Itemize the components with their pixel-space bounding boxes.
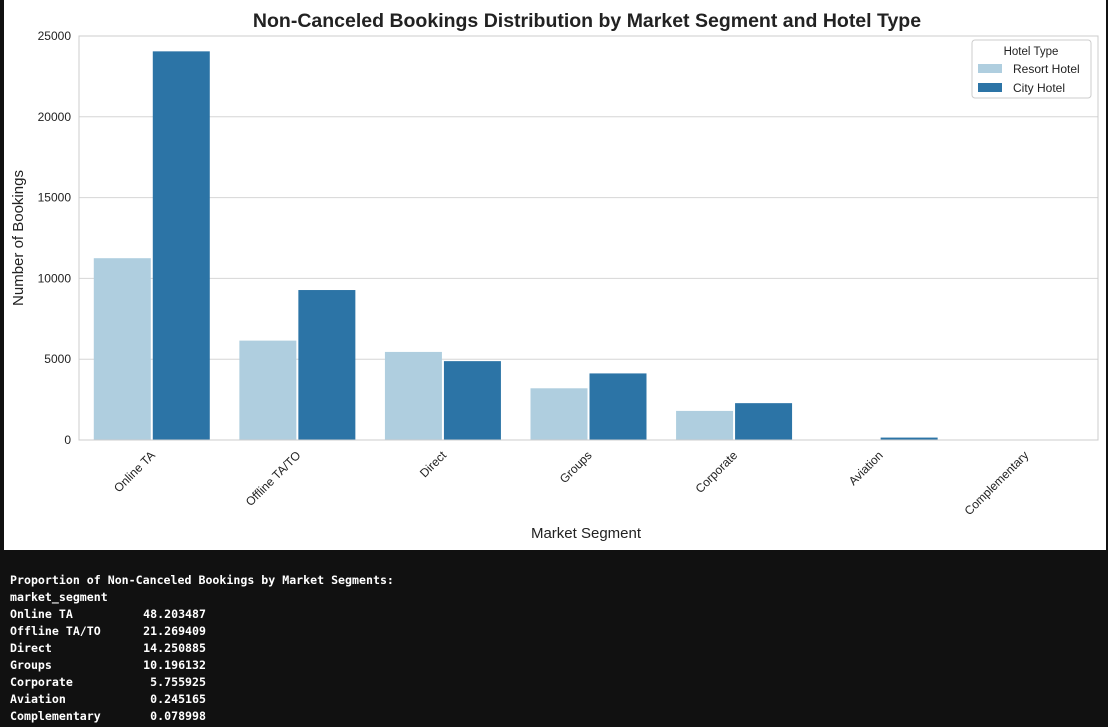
console-value: 48.203487 <box>143 607 206 621</box>
bar-city <box>443 361 501 440</box>
x-tick-label: Direct <box>417 448 450 481</box>
bar-chart: Non-Canceled Bookings Distribution by Ma… <box>10 10 1099 542</box>
console-row: Aviation 0.245165 <box>10 691 394 708</box>
legend-swatch-resort <box>978 64 1002 73</box>
x-tick-label: Corporate <box>693 448 741 496</box>
console-value: 5.755925 <box>150 675 206 689</box>
y-tick-label: 15000 <box>38 191 72 205</box>
bar-resort <box>93 258 151 440</box>
console-value: 21.269409 <box>143 624 206 638</box>
legend-label-city: City Hotel <box>1013 81 1065 95</box>
console-segment: Offline TA/TO <box>10 624 101 638</box>
y-tick-label: 5000 <box>44 352 71 366</box>
legend-title: Hotel Type <box>1004 46 1059 58</box>
bar-resort <box>239 340 297 440</box>
bar-city <box>735 403 793 440</box>
console-segment: Groups <box>10 658 52 672</box>
y-tick-label: 0 <box>64 433 71 447</box>
console-segment: Direct <box>10 641 52 655</box>
y-tick-label: 10000 <box>38 271 72 285</box>
console-index-name: market_segment <box>10 590 108 604</box>
x-tick-label: Groups <box>557 448 595 486</box>
chart-title: Non-Canceled Bookings Distribution by Ma… <box>253 10 921 32</box>
console-row: Groups 10.196132 <box>10 657 394 674</box>
legend-swatch-city <box>978 83 1002 92</box>
x-axis-label: Market Segment <box>531 525 642 542</box>
bar-resort <box>384 351 442 440</box>
x-tick-label: Complementary <box>962 448 1032 518</box>
plot-area-frame <box>78 35 1099 441</box>
bar-city <box>152 51 210 441</box>
x-tick-label: Aviation <box>846 448 886 488</box>
console-row: Complementary 0.078998 <box>10 708 394 725</box>
console-segment: Aviation <box>10 692 66 706</box>
bar-city <box>880 437 938 440</box>
x-tick-label: Offline TA/TO <box>243 448 304 509</box>
x-tick-label: Online TA <box>111 448 158 495</box>
bars <box>93 51 938 441</box>
y-tick-label: 20000 <box>38 110 72 124</box>
console-heading: Proportion of Non-Canceled Bookings by M… <box>10 573 394 587</box>
chart-panel: Non-Canceled Bookings Distribution by Ma… <box>4 0 1106 550</box>
console-row: Direct 14.250885 <box>10 640 394 657</box>
legend: Hotel Type Resort Hotel City Hotel <box>971 39 1092 99</box>
console-row: Corporate 5.755925 <box>10 674 394 691</box>
y-axis-label: Number of Bookings <box>10 170 27 306</box>
console-table: Online TA 48.203487 Offline TA/TO 21.269409… <box>10 606 394 725</box>
console-segment: Complementary <box>10 709 101 723</box>
bar-city <box>298 290 356 440</box>
console-row: Offline TA/TO 21.269409 <box>10 623 394 640</box>
y-axis-ticks: 0 5000 10000 15000 20000 25000 <box>38 29 72 447</box>
console-value: 10.196132 <box>143 658 206 672</box>
bar-resort <box>530 388 588 440</box>
bar-city <box>589 373 647 440</box>
console-segment: Corporate <box>10 675 73 689</box>
console-value: 0.078998 <box>150 709 206 723</box>
y-tick-label: 25000 <box>38 29 72 43</box>
x-axis-ticks: Online TA Offline TA/TO Direct Groups Corpor… <box>111 448 1031 518</box>
console-output: Proportion of Non-Canceled Bookings by M… <box>10 572 394 725</box>
console-row: Online TA 48.203487 <box>10 606 394 623</box>
bar-resort <box>676 410 734 440</box>
console-value: 14.250885 <box>143 641 206 655</box>
console-segment: Online TA <box>10 607 73 621</box>
console-value: 0.245165 <box>150 692 206 706</box>
legend-label-resort: Resort Hotel <box>1013 62 1080 76</box>
grid-lines <box>79 35 1098 360</box>
